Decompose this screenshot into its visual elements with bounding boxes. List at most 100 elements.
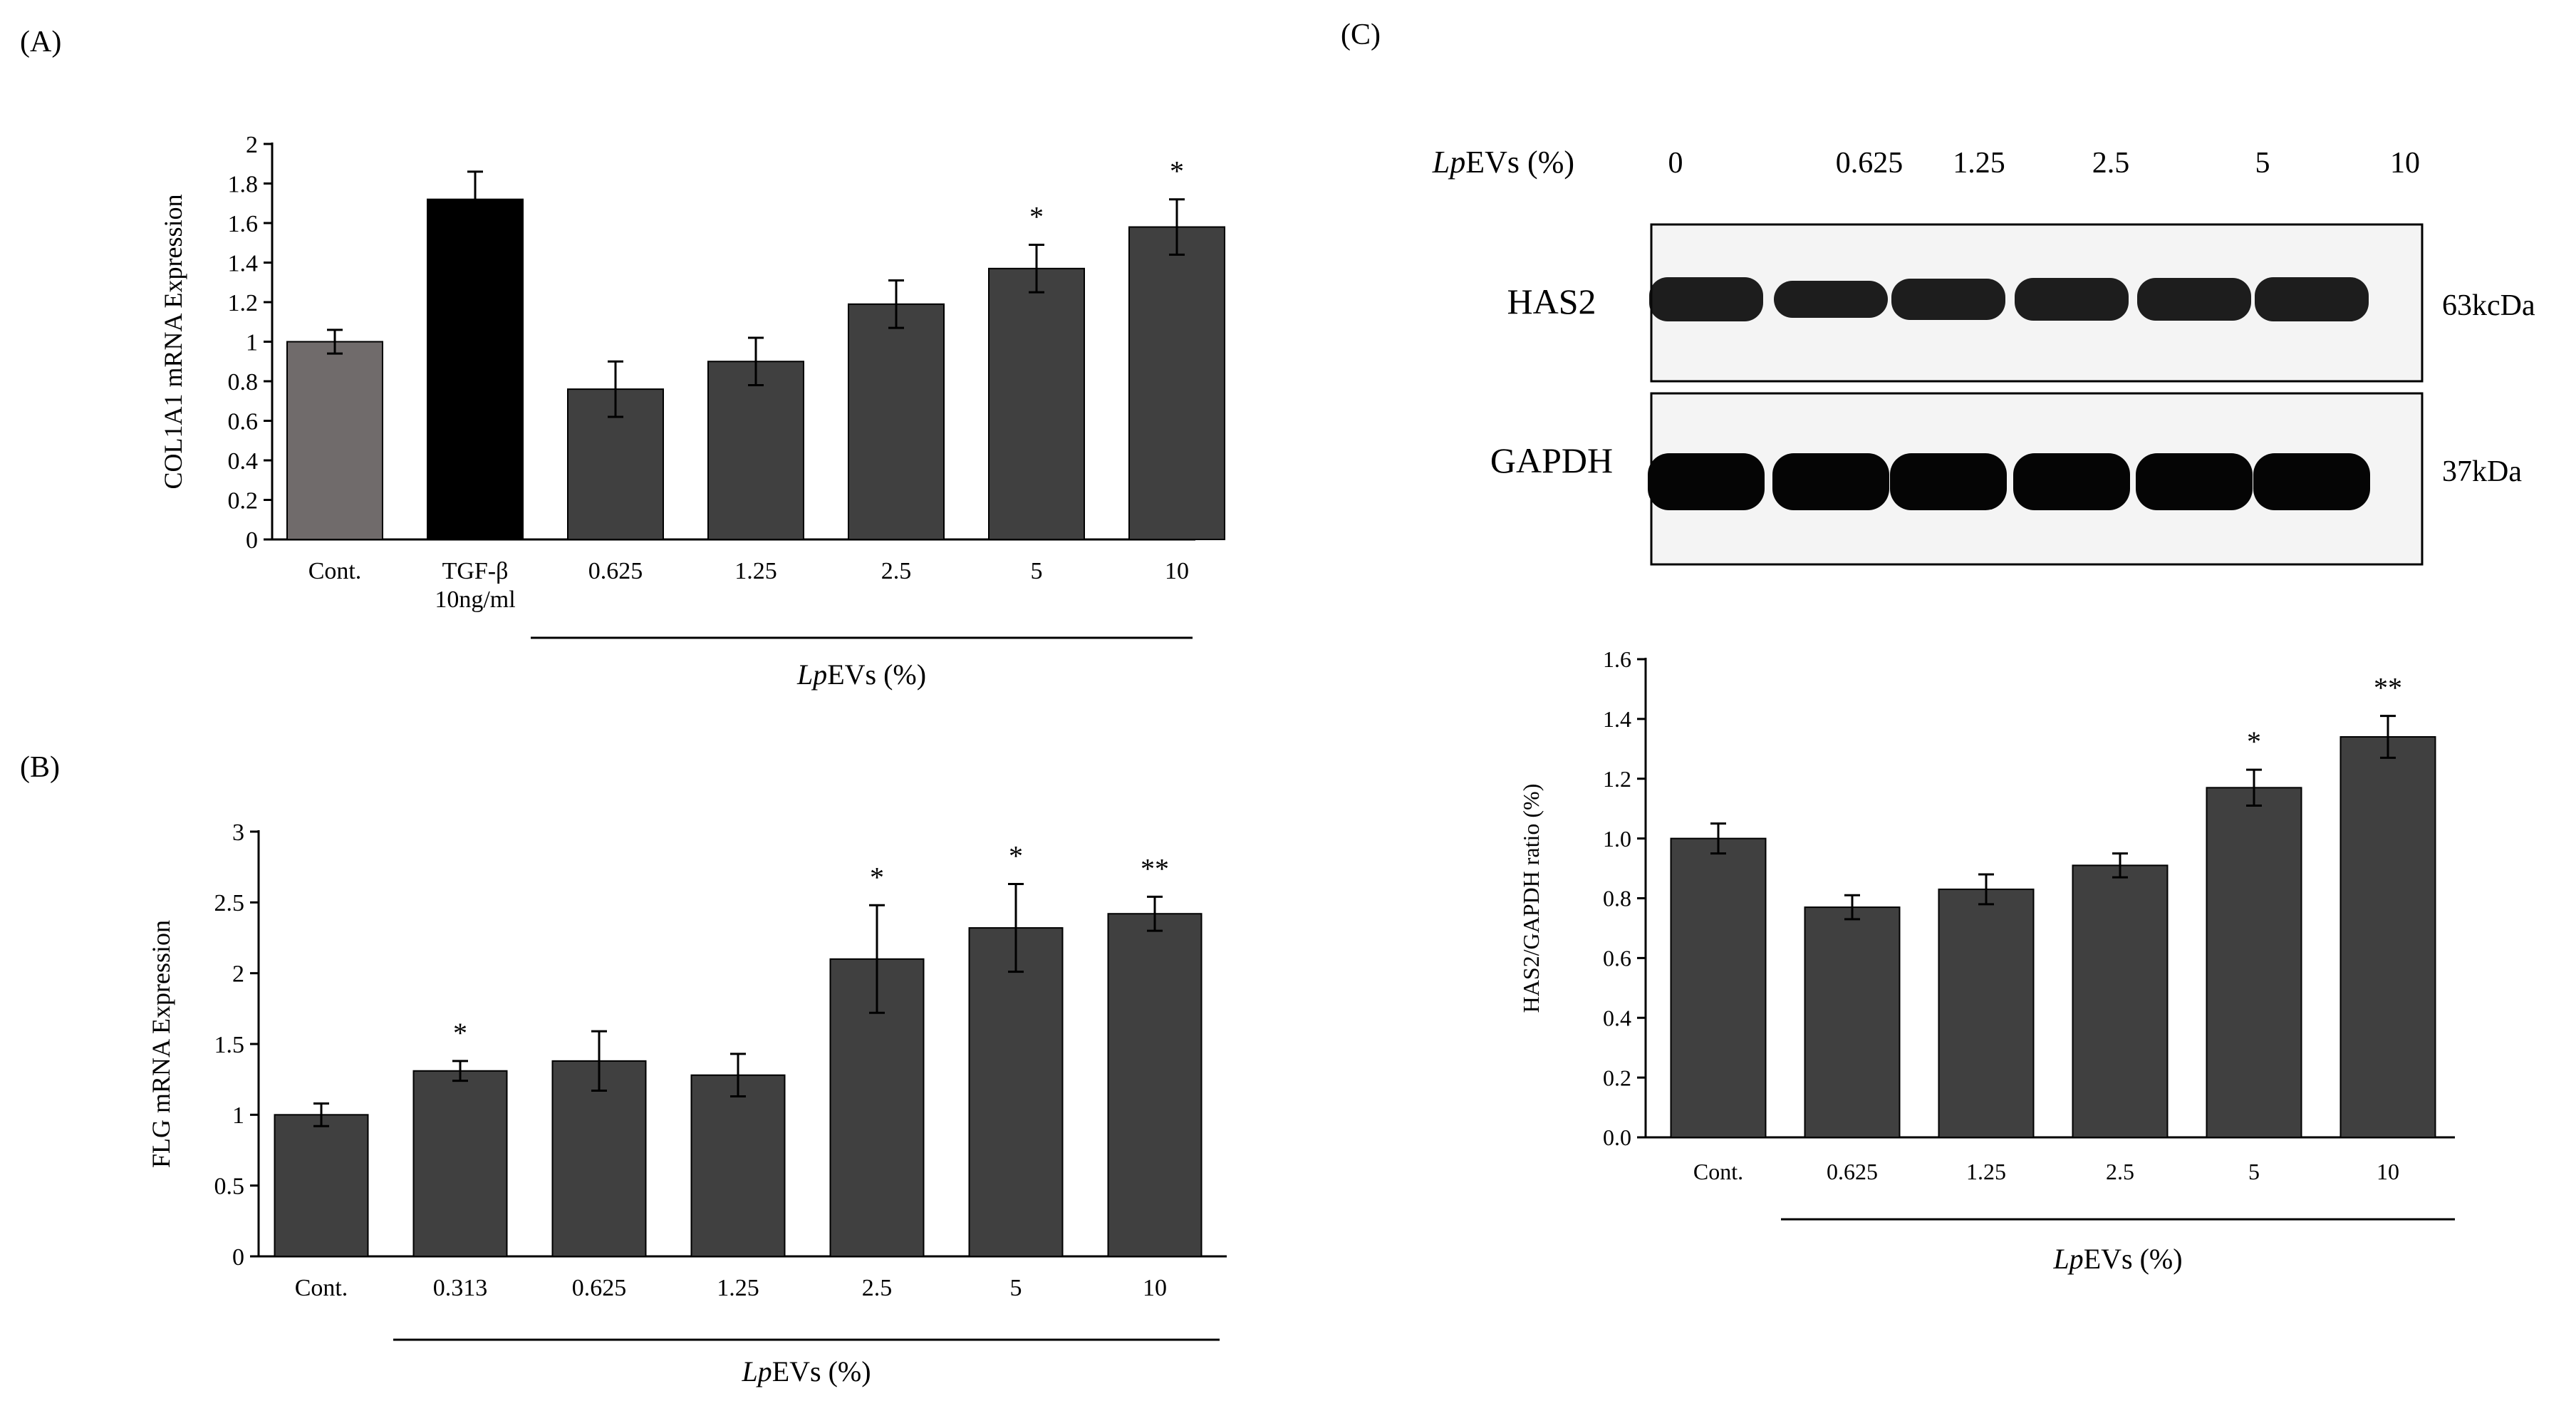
chart-b-ytick-label: 0 [232,1244,244,1271]
chart-b-bar [551,1060,647,1257]
blot-lane-label: 1.25 [1953,147,2005,180]
chart-a-ytick-label: 0 [246,527,258,554]
chart-b-ytick-label: 1.5 [214,1032,245,1058]
blot-band-has2 [2255,277,2369,321]
chart-c-bar [2339,736,2436,1138]
blot-band-gapdh [1648,453,1765,510]
chart-c-ytick-label: 0.0 [1603,1125,1631,1150]
chart-b-significance-mark: * [1009,840,1023,872]
chart-c-category-label: 5 [2248,1159,2260,1184]
chart-b-bar [968,927,1064,1258]
chart-c-bar [1804,906,1901,1139]
blot-header-label: LpEVs (%) [1432,145,1574,180]
chart-c-significance-mark: ** [2374,672,2402,704]
chart-a-bar [707,361,804,540]
chart-a-ytick-label: 1 [246,329,258,356]
blot-band-gapdh [1890,453,2007,510]
chart-a-ytick-label: 1.4 [228,250,259,276]
chart-a-bar [427,198,524,540]
chart-b-significance-mark: ** [1141,852,1169,884]
chart-c-bar [2072,864,2169,1139]
chart-c-bar [1670,837,1767,1138]
blot-row-size-has2: 63kcDa [2442,289,2535,322]
chart-c-ytick-label: 1.2 [1603,766,1631,792]
chart-b-y-label: FLG mRNA Expression [147,920,175,1168]
chart-a-ytick-label: 0.6 [228,408,259,435]
chart-c-bar [1938,888,2035,1138]
chart-c-category-label: 10 [2377,1159,2399,1184]
chart-a-ytick-label: 2 [246,132,258,158]
chart-b-flg: 0 0.5 1 1.5 2 2.5 3 FLG mRNA Expression Cont. * 0.… [147,820,1227,1387]
chart-c-ytick-label: 0.4 [1603,1005,1631,1030]
chart-b-ytick-label: 2 [232,961,244,988]
panel-label-b: (B) [20,751,60,784]
chart-a-group-label: LpEVs (%) [796,658,926,691]
chart-b-group-label: LpEVs (%) [741,1355,871,1387]
chart-a-category-label: 10ng/ml [435,586,515,613]
chart-a-col1a1: 0 0.2 0.4 0.6 0.8 1 1.2 1.4 1.6 1.8 2 COL1A1 mRNA E… [159,132,1225,691]
blot-lane-label: 5 [2255,147,2270,180]
chart-b-category-label: 0.625 [572,1275,627,1301]
chart-c-significance-mark: * [2247,725,2261,758]
chart-c-category-label: Cont. [1693,1159,1743,1184]
chart-a-ytick-label: 1.8 [228,171,259,197]
chart-a-ytick-label: 0.4 [228,448,259,475]
chart-a-category-label: 0.625 [588,558,643,584]
chart-c-ytick-label: 0.2 [1603,1065,1631,1090]
panel-label-c: (C) [1341,19,1381,51]
panel-label-a: (A) [20,26,61,58]
blot-row-name-has2: HAS2 [1507,281,1596,321]
chart-a-category-label: 2.5 [881,558,912,584]
chart-c-category-label: 0.625 [1827,1159,1878,1184]
chart-c-has2-ratio: 0.0 0.2 0.4 0.6 0.8 1.0 1.2 1.4 1.6 HAS2/GAPDH ra… [1518,646,2455,1275]
chart-b-ytick-label: 3 [232,820,244,846]
chart-b-category-label: 1.25 [717,1275,759,1301]
blot-band-gapdh [2253,453,2370,510]
chart-a-ytick-label: 0.8 [228,369,259,396]
chart-c-ytick-label: 0.8 [1603,886,1631,911]
chart-b-category-label: 0.313 [433,1275,488,1301]
chart-a-category-label: 10 [1165,558,1189,584]
chart-a-y-label: COL1A1 mRNA Expression [159,195,187,490]
blot-row-name-gapdh: GAPDH [1490,440,1613,480]
chart-b-significance-mark: * [453,1017,467,1049]
chart-a-bar [988,267,1085,540]
chart-a-category-label: 5 [1031,558,1043,584]
chart-c-ytick-label: 0.6 [1603,946,1631,971]
chart-a-significance-mark: * [1170,155,1184,187]
chart-b-bar [274,1114,369,1258]
blot-lane-label: 0.625 [1836,147,1904,180]
chart-b-group-label-rest: EVs (%) [772,1355,871,1387]
chart-b-category-label: 5 [1010,1275,1022,1301]
blot-band-has2 [1649,277,1763,321]
chart-c-ytick-label: 1.0 [1603,826,1631,852]
blot-header-italic: Lp [1432,145,1465,180]
chart-a-ytick-label: 1.2 [228,290,259,316]
chart-b-group-label-italic: Lp [741,1355,772,1387]
chart-b-bar [690,1074,786,1257]
chart-a-ytick-label: 0.2 [228,487,259,514]
blot-band-gapdh [2136,453,2253,510]
chart-a-group-label-italic: Lp [796,658,827,691]
chart-c-ytick-label: 1.4 [1603,706,1631,732]
chart-a-bar [848,303,945,540]
chart-b-ytick-label: 1 [232,1102,244,1129]
chart-a-significance-mark: * [1029,201,1044,233]
blot-band-has2 [2137,278,2251,321]
chart-b-category-label: 2.5 [862,1275,893,1301]
chart-c-y-label: HAS2/GAPDH ratio (%) [1518,784,1544,1013]
blot-row-size-gapdh: 37kDa [2442,455,2522,488]
western-blot: LpEVs (%) 0 0.625 1.25 2.5 5 10 HAS2 63kcDa G… [1432,145,2535,566]
chart-c-category-label: 1.25 [1966,1159,2006,1184]
blot-lane-label: 2.5 [2092,147,2130,180]
blot-lane-label: 0 [1668,147,1683,180]
chart-c-ytick-label: 1.6 [1603,646,1631,672]
blot-lane-label: 10 [2390,147,2420,180]
blot-band-gapdh [2013,453,2130,510]
chart-a-bar [286,341,383,540]
blot-band-has2 [1774,281,1888,318]
chart-c-group-label-italic: Lp [2052,1243,2083,1275]
chart-b-ytick-label: 0.5 [214,1174,245,1200]
